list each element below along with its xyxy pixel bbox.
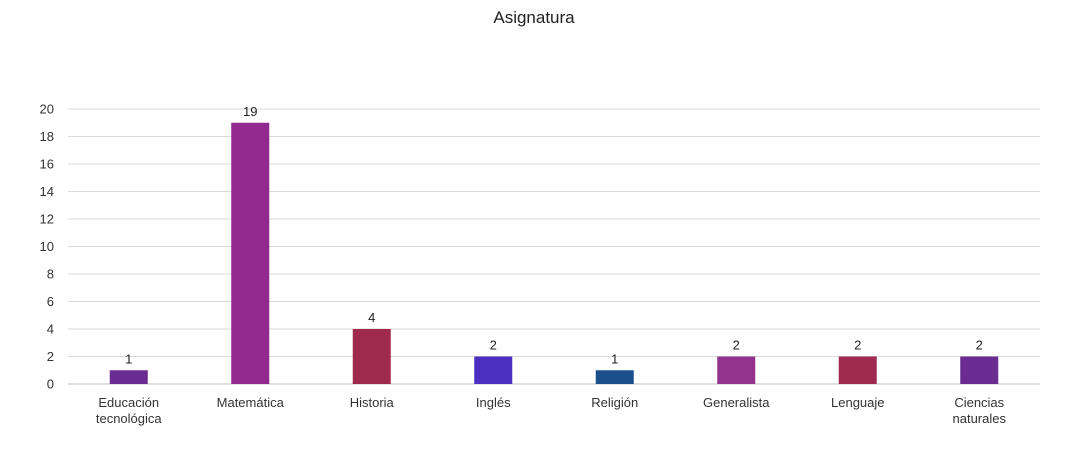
bar xyxy=(717,356,756,384)
data-label: 1 xyxy=(611,351,618,366)
y-tick-label: 18 xyxy=(40,129,54,144)
y-tick-label: 4 xyxy=(47,322,54,337)
y-tick-label: 0 xyxy=(47,377,54,392)
data-label: 2 xyxy=(733,338,740,353)
data-label: 1 xyxy=(125,351,132,366)
x-tick-label: Educación tecnológica xyxy=(96,395,163,426)
x-tick-label: Generalista xyxy=(703,395,770,410)
data-label: 2 xyxy=(976,338,983,353)
bar xyxy=(474,356,513,384)
data-label: 4 xyxy=(368,310,375,325)
bar xyxy=(109,370,148,384)
data-labels: 1 19 4 2 1 2 2 2 xyxy=(125,104,983,367)
x-tick-label: Lenguaje xyxy=(831,395,885,410)
bar xyxy=(231,122,270,384)
bar xyxy=(595,370,634,384)
bar xyxy=(960,356,999,384)
bars xyxy=(109,122,999,384)
data-label: 2 xyxy=(490,338,497,353)
x-tick-label: Historia xyxy=(350,395,395,410)
y-tick-label: 14 xyxy=(40,184,54,199)
y-tick-label: 8 xyxy=(47,267,54,282)
data-label: 2 xyxy=(854,338,861,353)
y-tick-label: 16 xyxy=(40,157,54,172)
y-axis: 0 2 4 6 8 10 12 14 16 18 20 xyxy=(40,102,54,392)
x-axis: Educación tecnológica Matemática Historia In… xyxy=(96,395,1007,426)
x-tick-label: Matemática xyxy=(217,395,285,410)
y-tick-label: 2 xyxy=(47,349,54,364)
bar xyxy=(838,356,877,384)
y-tick-label: 12 xyxy=(40,212,54,227)
x-tick-label: Ciencias naturales xyxy=(953,395,1007,426)
data-label: 19 xyxy=(243,104,257,119)
x-tick-label: Religión xyxy=(591,395,638,410)
gridlines xyxy=(68,108,1040,385)
y-tick-label: 6 xyxy=(47,294,54,309)
x-tick-label: Inglés xyxy=(476,395,511,410)
bar xyxy=(352,329,391,384)
chart-title: Asignatura xyxy=(493,8,575,27)
y-tick-label: 20 xyxy=(40,102,54,117)
y-tick-label: 10 xyxy=(40,239,54,254)
